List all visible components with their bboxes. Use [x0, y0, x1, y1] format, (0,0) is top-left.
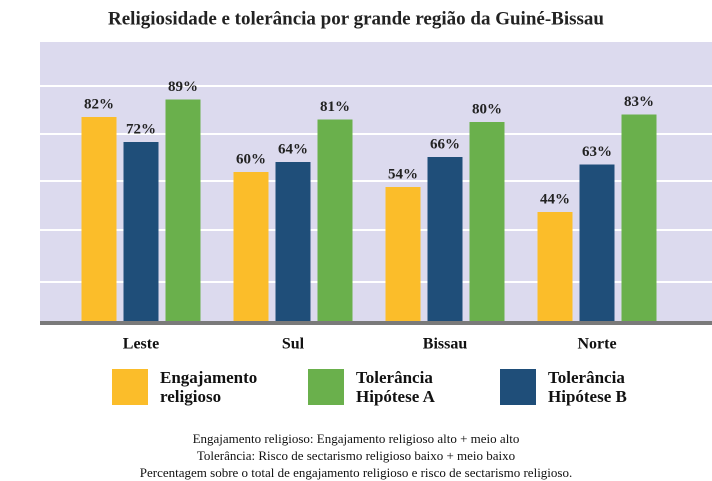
legend-label: Engajamento religioso	[160, 368, 258, 406]
bar	[621, 114, 657, 322]
bar	[427, 157, 463, 322]
value-label: 81%	[320, 99, 350, 115]
x-tick-label: Bissau	[423, 336, 468, 353]
bar	[579, 164, 615, 322]
legend-swatch	[500, 369, 536, 405]
value-label: 72%	[126, 121, 156, 137]
legend-label: Tolerância Hipótese A	[356, 368, 435, 406]
legend-label: Tolerância Hipótese B	[548, 368, 627, 406]
baseline	[40, 321, 712, 325]
value-label: 54%	[388, 166, 418, 182]
notes: Engajamento religioso: Engajamento relig…	[0, 430, 712, 481]
bar	[537, 212, 573, 322]
value-label: 82%	[84, 96, 114, 112]
bar	[385, 187, 421, 322]
legend-swatch	[308, 369, 344, 405]
value-label: 66%	[430, 136, 460, 152]
note: Engajamento religioso: Engajamento relig…	[192, 431, 520, 446]
bar	[81, 117, 117, 322]
legend-item: Engajamento religioso	[112, 368, 270, 406]
x-tick-label: Norte	[577, 336, 616, 353]
note: Percentagem sobre o total de engajamento…	[139, 465, 573, 480]
value-label: 63%	[582, 144, 612, 160]
bar	[275, 162, 311, 322]
value-label: 64%	[278, 141, 308, 157]
note: Tolerância: Risco de sectarismo religios…	[196, 448, 516, 463]
bar	[469, 122, 505, 322]
bar	[317, 119, 353, 322]
value-label: 83%	[624, 94, 654, 110]
chart-title: Religiosidade e tolerância por grande re…	[108, 8, 604, 29]
bar	[165, 99, 201, 322]
value-label: 44%	[540, 191, 570, 207]
bar	[233, 172, 269, 322]
value-label: 60%	[236, 151, 266, 167]
value-label: 80%	[472, 101, 502, 117]
x-tick-label: Sul	[282, 336, 305, 353]
legend-item: Tolerância Hipótese B	[500, 368, 658, 406]
bar	[123, 142, 159, 322]
legend-item: Tolerância Hipótese A	[308, 368, 466, 406]
value-label: 89%	[168, 79, 198, 95]
x-tick-label: Leste	[123, 336, 159, 353]
legend-swatch	[112, 369, 148, 405]
